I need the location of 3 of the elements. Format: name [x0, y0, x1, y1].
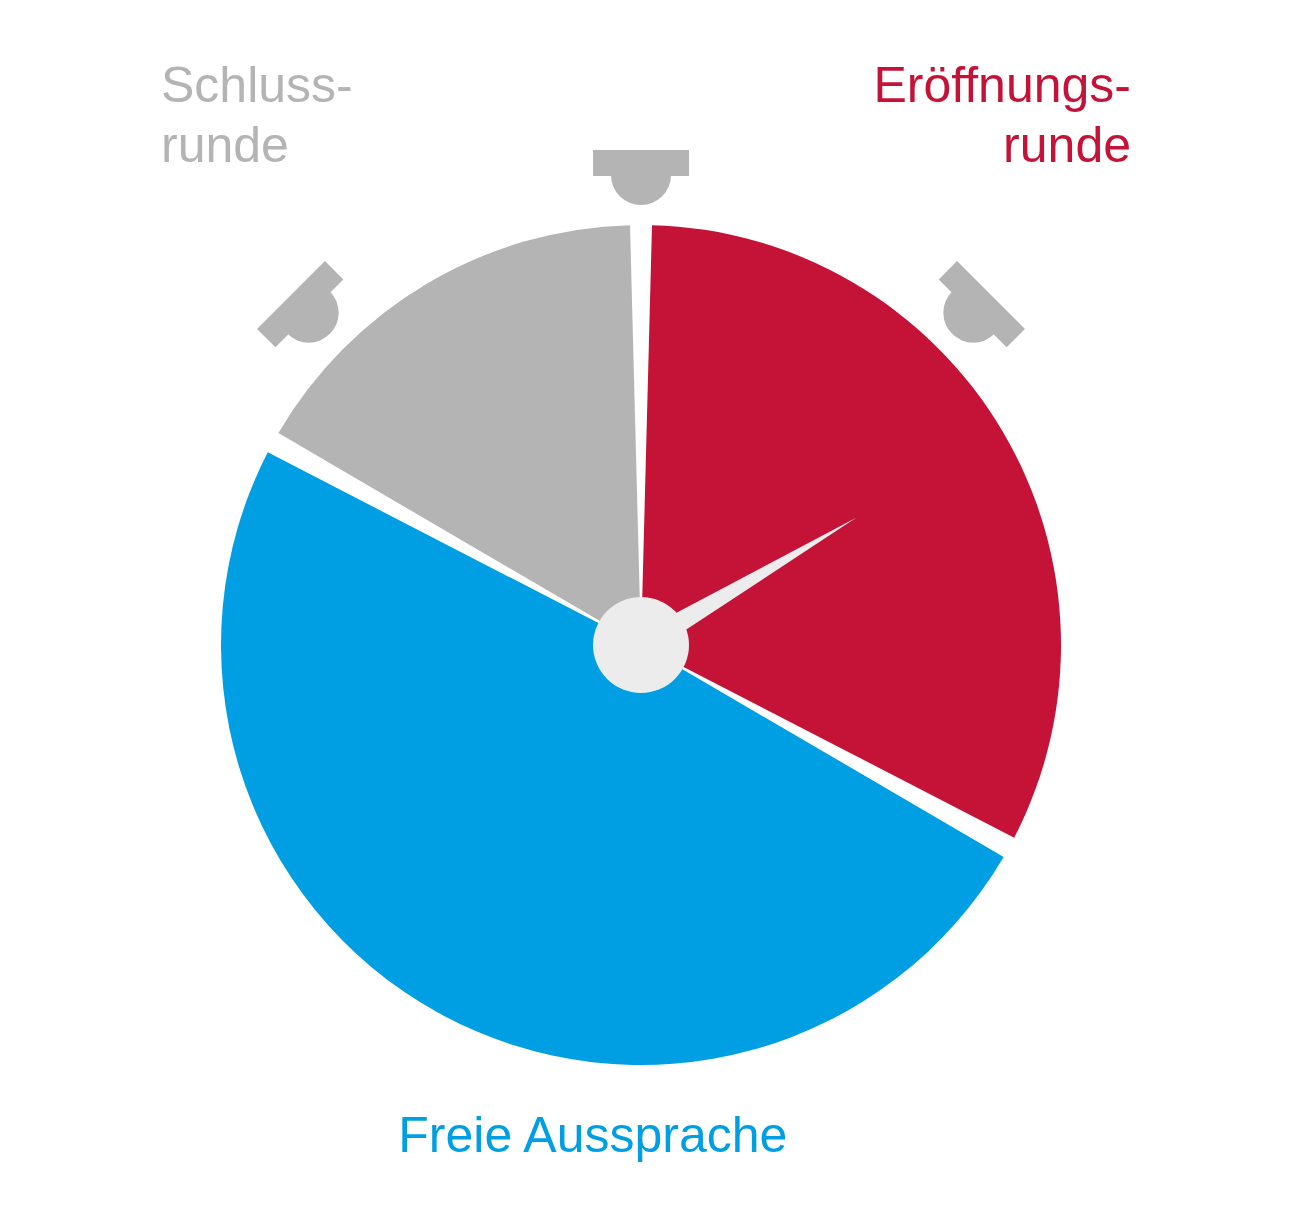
- slice-label: Eröffnungs- runde: [873, 57, 1131, 173]
- slice-label: Freie Aussprache: [398, 1107, 788, 1163]
- slice-label: Schluss- runde: [161, 57, 353, 173]
